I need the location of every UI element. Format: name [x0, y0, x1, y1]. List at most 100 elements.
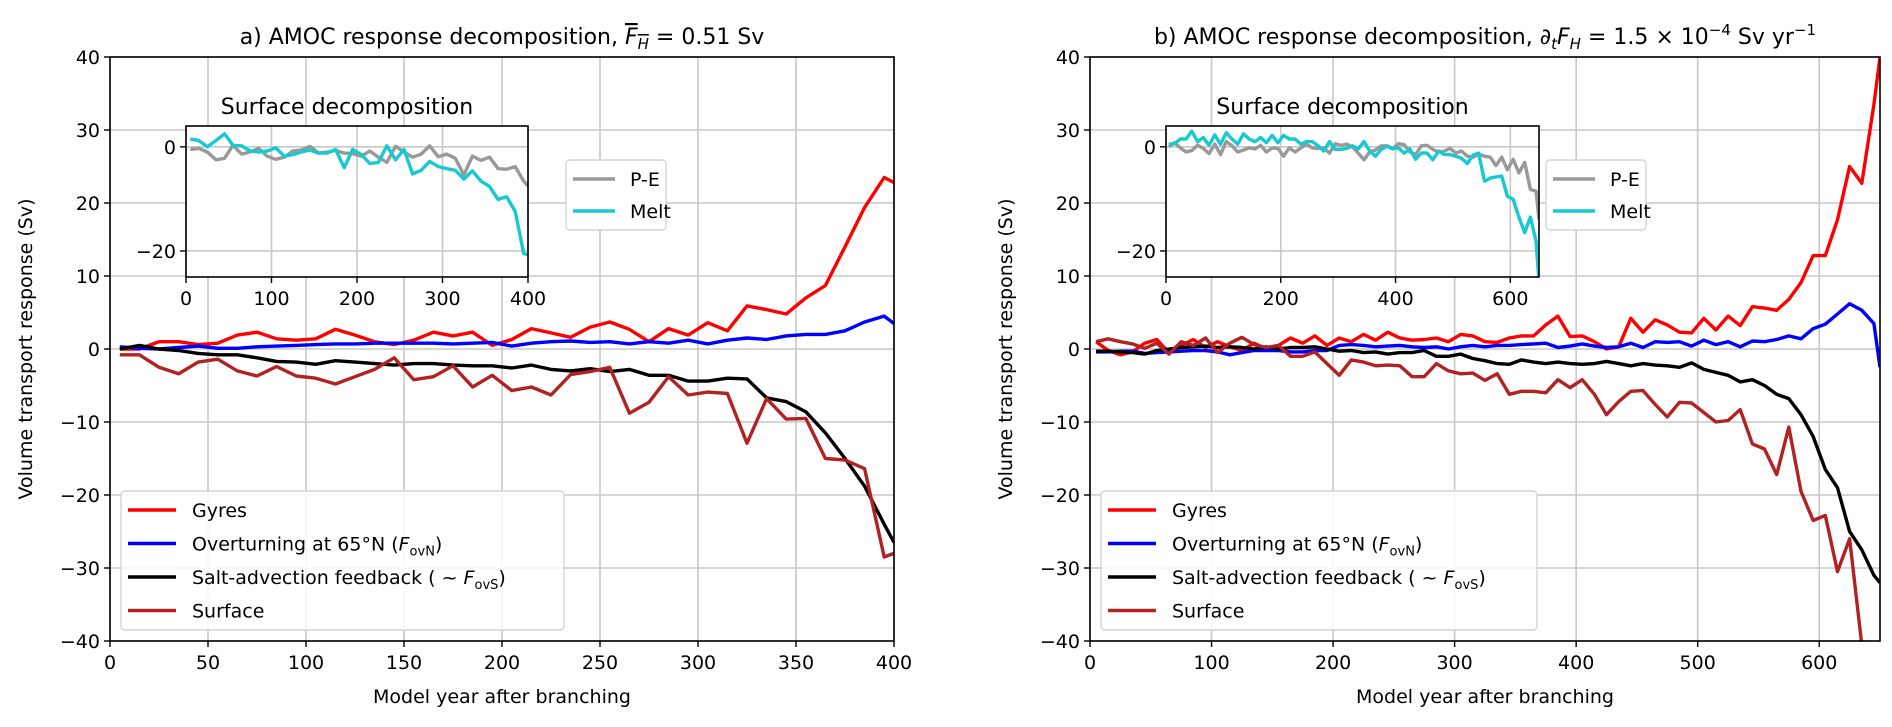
legend-label-part: ): [1415, 534, 1422, 556]
legend-label-part: F: [1444, 567, 1456, 589]
series-line-overturning: [1096, 302, 1880, 368]
panel-a-xlabel: Model year after branching: [373, 686, 631, 708]
y-tick-label: −40: [1040, 631, 1080, 653]
y-tick-label: −30: [1040, 558, 1080, 580]
panel-a-ylabel: Volume transport response (Sv): [15, 198, 37, 499]
y-tick-label: 20: [1056, 193, 1080, 215]
panel-b-series: [1095, 57, 1880, 641]
panel-b-ylabel: Volume transport response (Sv): [995, 198, 1017, 499]
legend-label-part: ovN: [1390, 545, 1415, 560]
panel-b-xlabel: Model year after branching: [1356, 686, 1614, 708]
panel-b: 0 100 200 300 400 500 600−40−30−20−10010203040…: [995, 21, 1881, 708]
y-tick-label: 40: [76, 47, 100, 69]
title-symbol: ∂: [1540, 25, 1551, 50]
panel-b-title: b) AMOC response decomposition, ∂tFH = 1…: [1154, 21, 1816, 53]
inset-x-tick-label: 0: [1160, 288, 1172, 310]
legend-label-part: Gyres: [1172, 500, 1227, 522]
x-tick-label: 150: [386, 652, 422, 674]
inset-title: Surface decomposition: [1216, 95, 1468, 120]
inset-background: [1166, 126, 1539, 277]
title-prefix: a) AMOC response decomposition,: [240, 25, 625, 50]
x-tick-label: 0: [1084, 652, 1096, 674]
y-tick-label: −20: [60, 485, 100, 507]
legend-label-part: ovS: [1454, 578, 1478, 593]
title-exponent: −4: [1709, 21, 1731, 39]
title-subscript: t: [1551, 35, 1558, 53]
inset-title: Surface decomposition: [221, 95, 473, 120]
y-tick-label: 30: [1056, 120, 1080, 142]
title-symbol: F: [625, 25, 638, 50]
inset-x-tick-label: 200: [1263, 288, 1299, 310]
x-tick-label: 500: [1680, 652, 1716, 674]
inset-y-tick-label: −20: [1116, 241, 1156, 263]
y-tick-label: −40: [60, 631, 100, 653]
inset-legend-label: Melt: [630, 201, 671, 223]
inset-y-tick-label: 0: [1144, 137, 1156, 159]
y-tick-label: 40: [1056, 47, 1080, 69]
inset-legend-label: P-E: [630, 169, 660, 191]
panel-a-title: a) AMOC response decomposition, FH = 0.5…: [240, 25, 765, 53]
y-tick-label: 20: [76, 193, 100, 215]
title-mid: = 1.5 × 10: [1581, 25, 1709, 50]
y-tick-label: 0: [88, 339, 100, 361]
legend-label-part: ): [498, 567, 505, 589]
legend-label-part: ovN: [410, 545, 435, 560]
legend-label: Overturning at 65°N (FovN): [1172, 534, 1422, 560]
panel-b-axes: 0 100 200 300 400 500 600 −40 −30 −20 −10 0 10 20 30 40: [1040, 47, 1881, 674]
panel-b-inset: 0 200 400 600 −20 0 Surface decomposition P-E Me…: [1116, 95, 1651, 310]
y-tick-label: 10: [1056, 266, 1080, 288]
inset-x-tick-label: 300: [424, 288, 460, 310]
legend-label-part: Gyres: [192, 500, 247, 522]
inset-legend-label: P-E: [1610, 169, 1640, 191]
x-tick-label: 400: [1558, 652, 1594, 674]
title-suffix: = 0.51 Sv: [649, 25, 764, 50]
x-tick-label: 400: [876, 652, 912, 674]
y-tick-label: 0: [1068, 339, 1080, 361]
legend-label: Gyres: [1172, 500, 1227, 522]
inset-x-tick-label: 600: [1492, 288, 1528, 310]
legend-label-part: F: [464, 567, 476, 589]
legend-label-part: Salt-advection feedback ( ~: [1172, 567, 1444, 589]
inset-series: [189, 132, 528, 257]
legend-box: [1100, 490, 1538, 631]
legend-label: Surface: [1172, 601, 1244, 623]
inset-x-tick-label: 200: [339, 288, 375, 310]
inset-legend-label: Melt: [1610, 201, 1651, 223]
legend-label-part: F: [1379, 534, 1391, 556]
panel-a: 0 50 100 150 200 250 300 350 400−40−30−20−100102…: [15, 25, 912, 708]
y-tick-label: 10: [76, 266, 100, 288]
x-tick-label: 0: [104, 652, 116, 674]
title-exponent: −1: [1794, 21, 1816, 39]
inset-x-tick-label: 100: [253, 288, 289, 310]
legend-label: Gyres: [192, 500, 247, 522]
title-subscript: H: [638, 35, 649, 53]
series-line-surface: [1095, 335, 1864, 641]
x-tick-label: 100: [288, 652, 324, 674]
legend-box: [120, 490, 565, 631]
y-tick-label: −10: [1040, 412, 1080, 434]
legend-label: Salt-advection feedback ( ~ FovS): [1172, 567, 1486, 593]
x-tick-label: 100: [1193, 652, 1229, 674]
series-line-gyres: [119, 175, 894, 351]
legend-label-part: F: [399, 534, 411, 556]
inset-line-melt: [1168, 129, 1539, 277]
series-line-salt-advection: [119, 343, 894, 544]
inset-frame: [1165, 125, 1540, 278]
panel-a-inset: 0 100 200 300 400 −20 0 Surface decomposition P-…: [136, 95, 671, 310]
x-tick-label: 200: [484, 652, 520, 674]
title-prefix: b) AMOC response decomposition,: [1154, 25, 1540, 50]
title-unit: Sv yr: [1731, 25, 1795, 50]
legend-label-part: Surface: [192, 601, 264, 623]
x-tick-label: 200: [1315, 652, 1351, 674]
inset-y-tick-label: 0: [164, 137, 176, 159]
x-tick-label: 350: [778, 652, 814, 674]
panel-a-series: [119, 175, 894, 559]
x-tick-label: 250: [582, 652, 618, 674]
inset-series: [1167, 129, 1539, 277]
legend-label-part: ovS: [474, 578, 498, 593]
legend-label: Surface: [192, 601, 264, 623]
legend-label: Overturning at 65°N (FovN): [192, 534, 442, 560]
y-tick-label: −10: [60, 412, 100, 434]
